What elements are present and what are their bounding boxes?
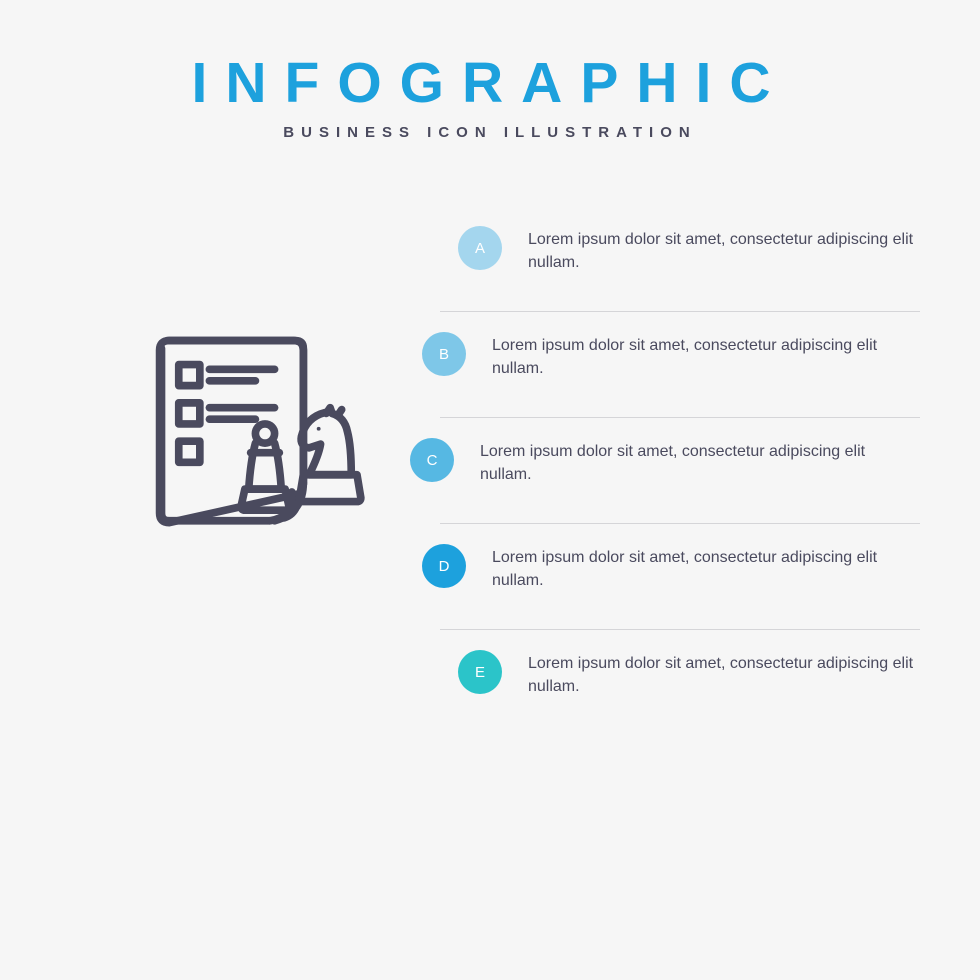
strategy-checklist-chess-icon bbox=[150, 331, 380, 561]
step-list: A Lorem ipsum dolor sit amet, consectetu… bbox=[440, 216, 920, 746]
step-text: Lorem ipsum dolor sit amet, consectetur … bbox=[440, 640, 920, 698]
step-item-c: C Lorem ipsum dolor sit amet, consectetu… bbox=[440, 428, 920, 524]
step-text: Lorem ipsum dolor sit amet, consectetur … bbox=[440, 428, 920, 486]
step-item-e: E Lorem ipsum dolor sit amet, consectetu… bbox=[440, 640, 920, 736]
header: INFOGRAPHIC BUSINESS ICON ILLUSTRATION bbox=[0, 0, 980, 141]
step-item-a: A Lorem ipsum dolor sit amet, consectetu… bbox=[440, 216, 920, 312]
step-bullet: D bbox=[422, 544, 466, 588]
step-item-d: D Lorem ipsum dolor sit amet, consectetu… bbox=[440, 534, 920, 630]
page-title: INFOGRAPHIC bbox=[0, 50, 980, 116]
step-text: Lorem ipsum dolor sit amet, consectetur … bbox=[440, 216, 920, 274]
step-text: Lorem ipsum dolor sit amet, consectetur … bbox=[440, 534, 920, 592]
step-bullet: B bbox=[422, 332, 466, 376]
main-content: A Lorem ipsum dolor sit amet, consectetu… bbox=[0, 201, 980, 901]
step-text: Lorem ipsum dolor sit amet, consectetur … bbox=[440, 322, 920, 380]
step-bullet: A bbox=[458, 226, 502, 270]
step-bullet: E bbox=[458, 650, 502, 694]
step-item-b: B Lorem ipsum dolor sit amet, consectetu… bbox=[440, 322, 920, 418]
step-bullet: C bbox=[410, 438, 454, 482]
page-subtitle: BUSINESS ICON ILLUSTRATION bbox=[0, 124, 980, 141]
